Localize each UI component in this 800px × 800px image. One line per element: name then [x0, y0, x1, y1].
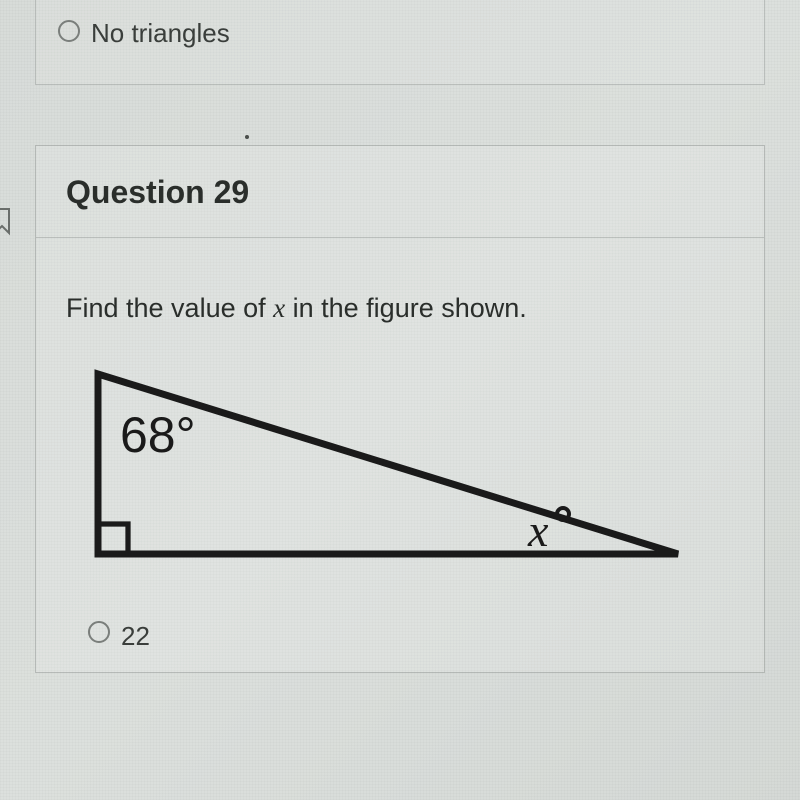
previous-question-option[interactable]: No triangles — [35, 0, 765, 85]
answer-option-0[interactable]: 22 — [66, 617, 734, 652]
prompt-suffix: in the figure shown. — [285, 293, 527, 323]
question-prompt: Find the value of x in the figure shown. — [66, 293, 734, 324]
svg-text:x: x — [527, 505, 549, 556]
option-label: No triangles — [91, 18, 230, 48]
svg-text:68°: 68° — [120, 407, 196, 463]
answer-label: 22 — [121, 621, 150, 651]
radio-icon — [88, 621, 110, 643]
artifact-dot — [245, 135, 249, 139]
prompt-prefix: Find the value of — [66, 293, 273, 323]
question-header: Question 29 — [36, 146, 764, 238]
bookmark-icon[interactable] — [0, 205, 17, 237]
question-number: Question 29 — [66, 174, 249, 210]
question-body: Find the value of x in the figure shown.… — [36, 238, 764, 672]
question-card: Question 29 Find the value of x in the f… — [35, 145, 765, 673]
triangle-figure: 68° x — [58, 354, 734, 589]
prompt-variable: x — [273, 293, 285, 323]
radio-icon — [58, 20, 80, 42]
